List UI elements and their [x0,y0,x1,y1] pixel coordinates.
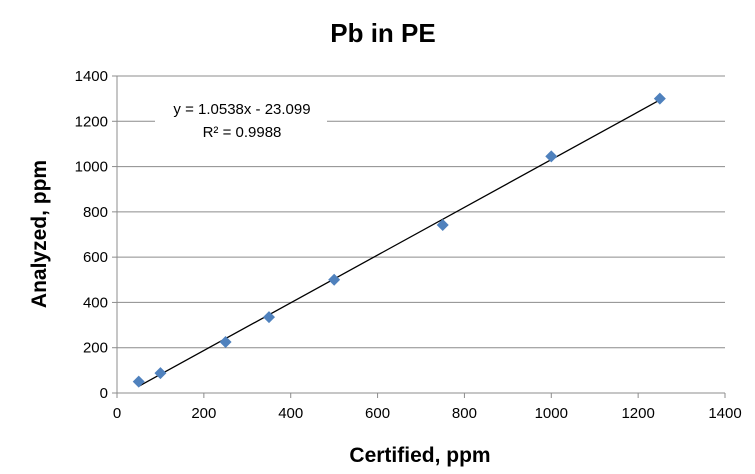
annotation-background [155,97,327,145]
y-tick-label: 1000 [75,159,108,176]
y-tick-label: 600 [83,249,108,266]
axes [112,75,726,398]
y-tick-label: 1400 [75,68,108,85]
x-tick-label: 1400 [708,405,741,422]
y-tick-label: 0 [100,385,108,402]
y-tick-label: 800 [83,204,108,221]
y-axis-title: Analyzed, ppm [28,160,51,308]
data-point [436,218,449,231]
data-point [219,336,232,349]
x-tick-label: 200 [191,405,216,422]
x-tick-label: 600 [365,405,390,422]
x-tick-label: 1200 [621,405,654,422]
x-tick-label: 800 [452,405,477,422]
y-tick-labels: 0 200 400 600 800 1000 1200 1400 [75,68,108,402]
data-point [653,92,666,105]
data-points [132,92,666,388]
x-axis-title: Certified, ppm [349,444,490,467]
data-point [263,311,275,324]
data-point [328,273,341,286]
trendline-annotation: y = 1.0538x - 23.099 R² = 0.9988 [155,97,327,145]
data-point [154,367,167,380]
data-point [545,150,558,163]
x-tick-labels: 0 200 400 600 800 1000 1200 1400 [113,405,742,422]
r-squared-label: R² = 0.9988 [203,124,282,141]
data-point [132,375,145,388]
trendline-equation: y = 1.0538x - 23.099 [173,101,310,118]
x-tick-label: 400 [278,405,303,422]
y-tick-label: 1200 [75,113,108,130]
y-tick-label: 400 [83,294,108,311]
x-tick-label: 1000 [535,405,568,422]
y-tick-label: 200 [83,340,108,357]
chart-title: Pb in PE [330,18,435,48]
x-tick-label: 0 [113,405,121,422]
